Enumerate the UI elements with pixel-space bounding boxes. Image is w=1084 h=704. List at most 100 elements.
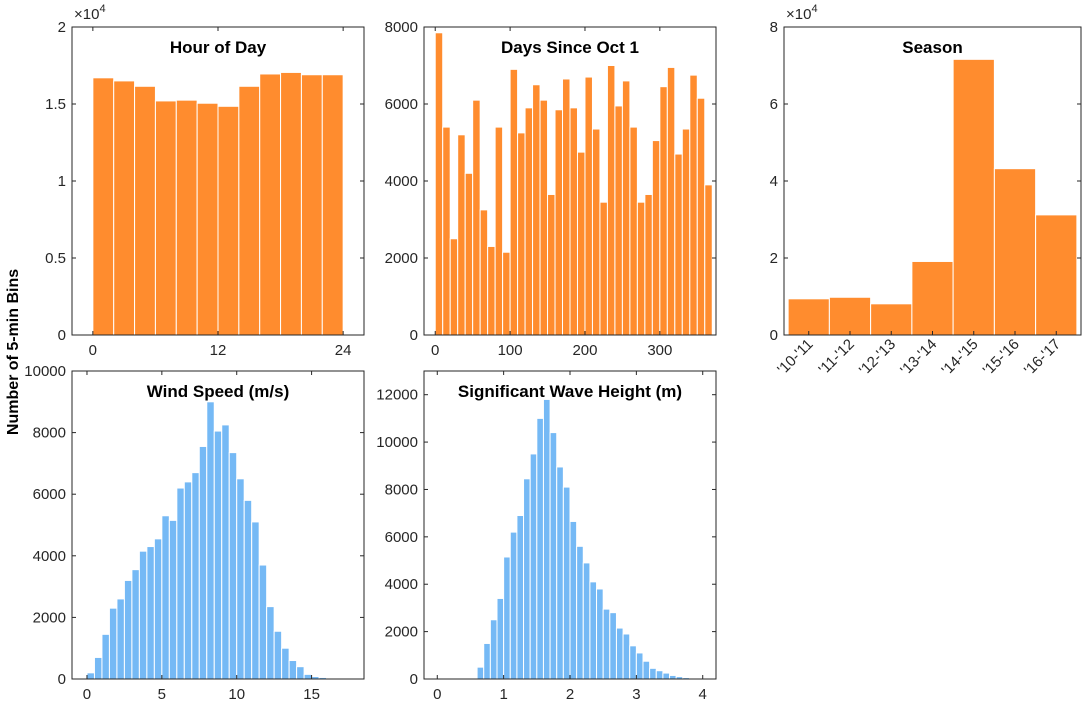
bar-days-13 xyxy=(532,84,541,336)
bar-wave-28 xyxy=(662,672,671,680)
panel-wave: 0 2000 4000 6000 8000 10000 12000 0 1 2 3 4 Signific… xyxy=(376,370,717,703)
bar-days-26 xyxy=(629,126,638,336)
bar-wave-8 xyxy=(529,453,538,680)
axes-box-wind xyxy=(71,370,365,680)
bar-wave-27 xyxy=(655,670,664,680)
bar-season-6 xyxy=(1035,214,1078,336)
y-multiplier-exp-hour: 4 xyxy=(99,3,105,15)
x-tick-label-hour-1: 12 xyxy=(210,342,227,359)
bar-hour-2 xyxy=(134,85,156,336)
y-tick-label-hour-1: 0.5 xyxy=(45,250,66,267)
bar-wind-29 xyxy=(303,673,313,680)
bar-wind-27 xyxy=(288,660,298,680)
bar-wave-15 xyxy=(576,545,584,680)
bar-hour-5 xyxy=(196,102,219,336)
bar-wind-8 xyxy=(146,546,155,680)
bar-days-7 xyxy=(487,245,496,336)
bar-wave-13 xyxy=(562,486,571,680)
x-tick-label-wave-1: 1 xyxy=(499,686,507,703)
bar-wind-12 xyxy=(176,487,185,680)
bar-hour-7 xyxy=(238,85,261,336)
bar-wind-11 xyxy=(168,519,178,680)
bar-wind-23 xyxy=(258,564,268,680)
bar-wave-24 xyxy=(635,652,644,680)
bar-days-19 xyxy=(576,151,586,336)
bar-days-11 xyxy=(517,132,526,336)
bar-days-15 xyxy=(547,193,556,336)
x-tick-label-hour-2: 24 xyxy=(335,342,352,359)
bar-wave-29 xyxy=(669,674,677,680)
bar-days-3 xyxy=(457,134,466,336)
bar-wave-26 xyxy=(649,667,657,680)
bar-wind-3 xyxy=(108,607,118,680)
bar-wave-25 xyxy=(642,660,651,680)
bar-wave-1 xyxy=(483,642,491,680)
chart-title-wind: Wind Speed (m/s) xyxy=(147,382,289,401)
x-tick-label-wind-2: 10 xyxy=(228,686,245,703)
bar-wind-14 xyxy=(191,472,200,680)
bar-days-29 xyxy=(651,140,661,336)
bar-wave-2 xyxy=(489,619,498,680)
bar-days-24 xyxy=(614,105,623,336)
x-tick-label-wave-2: 2 xyxy=(566,686,574,703)
x-tick-label-hour-0: 0 xyxy=(89,342,97,359)
x-tick-label-season-2: '12-'13 xyxy=(856,336,899,379)
x-tick-label-wind-0: 0 xyxy=(83,686,91,703)
bar-days-34 xyxy=(689,74,698,336)
y-tick-label-wave-2: 4000 xyxy=(385,576,418,593)
bar-wave-16 xyxy=(582,562,591,680)
x-tick-label-wind-3: 15 xyxy=(303,686,320,703)
x-tick-label-season-3: '13-'14 xyxy=(897,336,940,379)
panel-season: 0 2 4 6 8 '10-'11'11-'12'12-'13'13-'14'14-'15… xyxy=(770,3,1082,379)
bar-wave-14 xyxy=(569,520,578,680)
bar-days-9 xyxy=(502,251,511,336)
panel-hour: 0 0.5 1 1.5 2 0 12 24 Hour of Day ×104 xyxy=(45,3,365,359)
x-tick-label-wave-0: 0 xyxy=(433,686,441,703)
bar-wind-17 xyxy=(213,430,223,680)
bar-days-18 xyxy=(569,107,578,336)
chart-title-hour: Hour of Day xyxy=(170,38,267,57)
bar-days-33 xyxy=(681,128,691,336)
y-tick-label-days-4: 8000 xyxy=(385,19,418,36)
bar-days-30 xyxy=(659,86,668,336)
x-tick-label-season-5: '15-'16 xyxy=(980,336,1023,379)
y-tick-label-hour-3: 1.5 xyxy=(45,96,66,113)
bar-hour-1 xyxy=(113,80,136,336)
bar-wave-10 xyxy=(542,398,551,680)
y-tick-label-days-2: 4000 xyxy=(385,173,418,190)
bar-days-14 xyxy=(539,99,549,336)
bar-wind-2 xyxy=(101,633,110,680)
x-tick-label-season-1: '11-'12 xyxy=(815,336,857,378)
y-tick-label-wave-1: 2000 xyxy=(385,624,418,641)
bar-days-22 xyxy=(599,201,608,336)
bar-wave-5 xyxy=(509,531,518,680)
bar-wave-17 xyxy=(589,581,598,680)
bar-days-35 xyxy=(696,97,706,336)
bar-hour-9 xyxy=(280,71,302,336)
bar-hour-0 xyxy=(92,77,115,336)
bar-wave-3 xyxy=(496,597,505,680)
shared-y-axis-label: Number of 5-min Bins xyxy=(5,269,22,435)
bar-wave-4 xyxy=(503,556,511,680)
bar-days-36 xyxy=(704,184,713,336)
bar-hour-4 xyxy=(175,99,198,336)
bar-season-2 xyxy=(870,303,913,336)
bar-days-2 xyxy=(449,238,459,336)
bar-days-16 xyxy=(554,109,564,336)
bar-wave-22 xyxy=(622,633,631,680)
bar-days-5 xyxy=(472,99,481,336)
bar-wind-10 xyxy=(161,515,170,680)
y-tick-label-season-0: 0 xyxy=(770,327,778,344)
bar-season-5 xyxy=(993,168,1037,336)
bar-hour-8 xyxy=(259,73,282,336)
bar-days-8 xyxy=(494,126,504,336)
bar-days-0 xyxy=(434,32,444,336)
y-tick-label-days-3: 6000 xyxy=(385,96,418,113)
bar-days-28 xyxy=(644,193,653,336)
y-tick-label-wind-0: 0 xyxy=(58,671,66,688)
bar-wind-24 xyxy=(266,606,275,680)
bar-wind-21 xyxy=(243,499,253,680)
bar-wind-4 xyxy=(116,598,125,680)
y-tick-label-season-1: 2 xyxy=(770,250,778,267)
bar-days-20 xyxy=(584,76,593,336)
